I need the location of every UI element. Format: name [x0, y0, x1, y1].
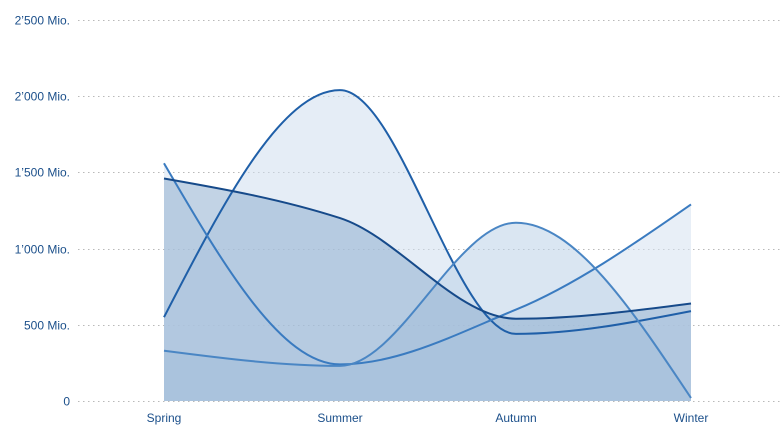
series-1-line — [163, 89, 692, 335]
x-tick-label: Spring — [147, 411, 182, 425]
series-3-line — [163, 221, 692, 399]
series-4-line — [163, 177, 692, 320]
x-tick-label: Autumn — [495, 411, 536, 425]
axis-layer: 0 500 Mio. 1’000 Mio. 1’500 Mio. 2’000 Mio. 2… — [15, 14, 709, 426]
y-tick-label: 2’000 Mio. — [15, 90, 70, 104]
series-4-area — [164, 178, 691, 401]
y-tick-label: 0 — [63, 395, 70, 409]
y-tick-label: 1’500 Mio. — [15, 166, 70, 180]
x-tick-label: Summer — [317, 411, 362, 425]
area-layer — [164, 90, 691, 401]
y-tick-label: 500 Mio. — [24, 319, 70, 333]
series-2-line — [163, 162, 692, 366]
y-tick-label: 2’500 Mio. — [15, 14, 70, 28]
x-tick-label: Winter — [674, 411, 709, 425]
line-layer — [163, 89, 692, 399]
y-tick-label: 1’000 Mio. — [15, 243, 70, 257]
